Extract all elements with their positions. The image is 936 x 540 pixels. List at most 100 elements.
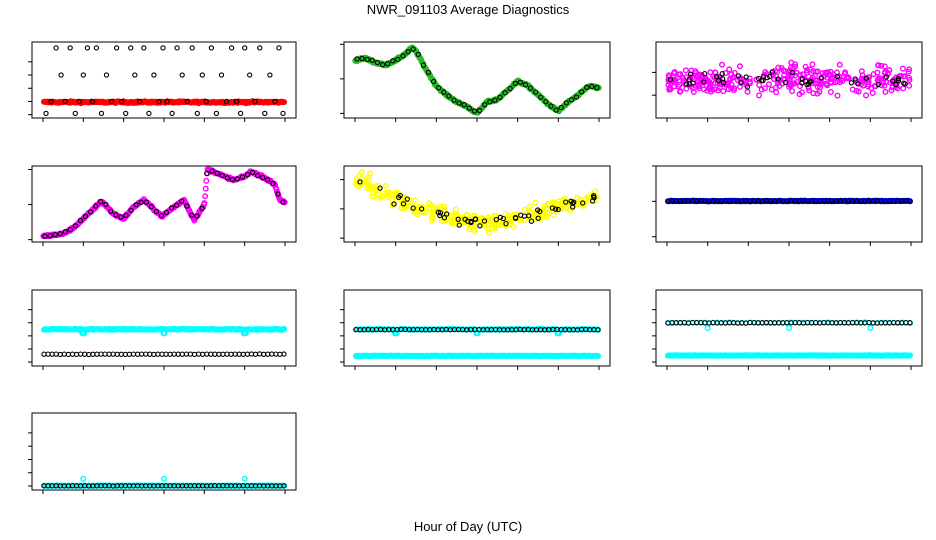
data-point-average — [410, 205, 416, 211]
data-point-average — [262, 110, 268, 117]
data-point-average — [533, 89, 539, 95]
data-point-sample — [683, 85, 690, 92]
data-point-average — [521, 213, 528, 219]
data-point-sample — [887, 79, 894, 86]
data-point-average — [93, 45, 100, 51]
data-point-average — [522, 82, 529, 88]
data-point-average — [357, 179, 363, 185]
data-point-average — [228, 45, 235, 51]
data-point-sample — [834, 92, 841, 99]
data-point-average — [374, 59, 381, 66]
data-point-average — [553, 107, 559, 113]
data-point-average — [137, 98, 143, 105]
data-point-average — [62, 98, 68, 105]
data-point-average — [184, 98, 190, 105]
data-point-average — [143, 199, 149, 205]
data-point-sample — [724, 81, 731, 88]
data-point-average — [512, 80, 518, 87]
data-point-sample — [490, 217, 497, 224]
data-point-sample — [880, 79, 887, 86]
data-point-average — [535, 215, 541, 221]
data-point-sample — [810, 90, 817, 97]
data-point-sample — [385, 189, 392, 196]
data-point-sample — [786, 81, 793, 88]
data-point-average — [558, 104, 564, 111]
data-point-average — [354, 56, 360, 62]
data-point-average — [163, 209, 170, 216]
data-point-sample — [881, 63, 888, 70]
data-point-average — [883, 74, 889, 80]
data-point-average — [72, 110, 78, 117]
panel-line2 — [340, 289, 611, 370]
data-point-average — [848, 80, 855, 86]
data-point-average — [255, 173, 261, 179]
data-point-sample — [403, 203, 410, 210]
data-point-average — [579, 89, 585, 95]
data-point-average — [390, 58, 396, 64]
data-point-sample — [906, 74, 913, 81]
data-point-average — [108, 208, 114, 214]
data-point-average — [84, 45, 91, 51]
data-point-sample — [778, 64, 785, 71]
figure-title: NWR_091103 Average Diagnostics — [367, 2, 570, 17]
data-point-sample — [364, 185, 371, 192]
data-point-sample — [875, 62, 882, 69]
data-point-sample — [824, 82, 831, 89]
data-point-average — [471, 108, 478, 114]
data-point-average — [76, 98, 82, 105]
data-point-sample — [802, 63, 809, 70]
data-point-average — [852, 76, 858, 82]
data-point-sample — [502, 210, 509, 217]
data-point-average — [404, 196, 410, 202]
data-point-average — [764, 74, 770, 81]
data-point-average — [589, 83, 595, 90]
data-point-average — [395, 56, 401, 63]
panel-licor_temp — [652, 41, 923, 122]
data-point-average — [517, 79, 524, 85]
data-point-sample — [472, 228, 479, 235]
data-point-sample — [203, 177, 210, 184]
data-point-sample — [814, 68, 821, 75]
data-point-sample — [756, 92, 763, 99]
data-point-average — [571, 199, 577, 205]
data-point-sample — [440, 203, 447, 210]
data-point-average — [500, 215, 507, 222]
panel-pressure — [340, 41, 611, 122]
data-point-sample — [688, 67, 695, 74]
data-point-sample — [382, 182, 389, 189]
data-point-average — [802, 78, 809, 84]
data-point-sample — [772, 84, 779, 91]
data-point-average — [687, 71, 694, 77]
data-point-average — [466, 105, 472, 111]
data-point-average — [194, 110, 200, 117]
data-point-average — [89, 98, 96, 105]
data-point-sample — [466, 226, 473, 233]
data-point-average — [98, 199, 104, 205]
data-point-sample — [428, 202, 435, 209]
data-point-average — [123, 212, 129, 219]
data-point-sample — [719, 61, 726, 68]
data-point-sample — [281, 325, 288, 332]
data-point-sample — [906, 66, 913, 73]
data-point-sample — [893, 83, 900, 90]
data-point-average — [260, 174, 266, 181]
data-point-average — [208, 45, 215, 51]
data-point-average — [203, 98, 209, 105]
panel-line4 — [28, 412, 297, 494]
data-point-sample — [707, 69, 714, 76]
data-point-sample — [281, 199, 288, 206]
panels — [28, 41, 923, 494]
data-point-average — [52, 232, 58, 238]
data-point-average — [244, 171, 251, 178]
data-point-average — [907, 198, 913, 204]
data-point-average — [548, 103, 554, 109]
data-point-average — [113, 212, 119, 218]
data-point-sample — [731, 85, 738, 92]
data-point-sample — [782, 68, 789, 75]
data-point-average — [435, 209, 441, 215]
data-point-sample — [595, 84, 602, 91]
figure-x-label: Hour of Day (UTC) — [414, 519, 522, 534]
data-point-average — [265, 177, 271, 183]
data-point-average — [555, 206, 561, 213]
data-point-average — [379, 62, 386, 68]
